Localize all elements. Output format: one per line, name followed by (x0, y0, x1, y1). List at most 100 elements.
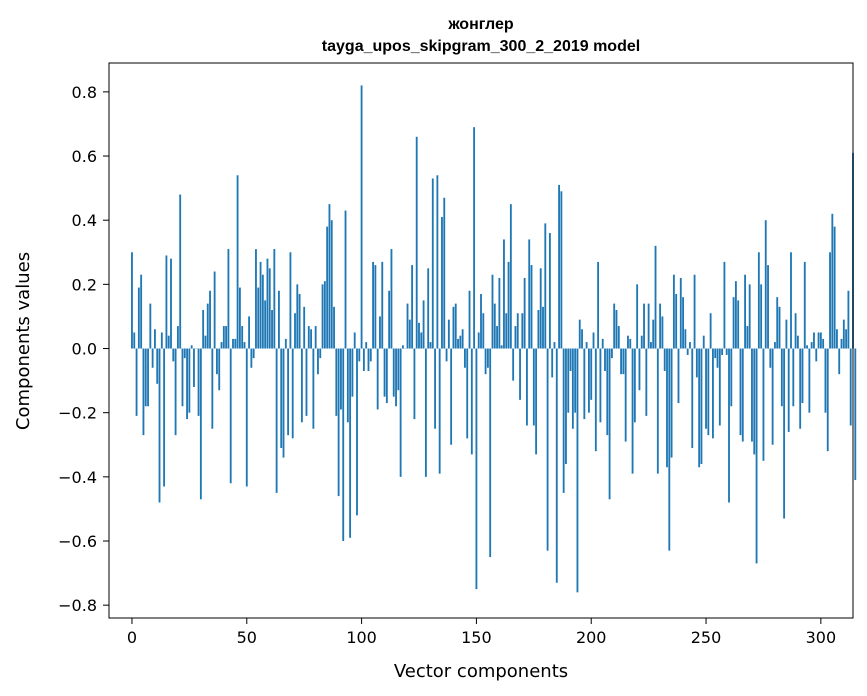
bar (539, 268, 542, 349)
bar (436, 175, 439, 349)
bar (617, 326, 620, 349)
bar (712, 348, 714, 439)
bar (780, 348, 783, 407)
bar (734, 281, 737, 349)
bar (482, 313, 485, 349)
bar (776, 297, 779, 349)
bar (395, 348, 397, 407)
bar (137, 287, 140, 349)
bar (764, 220, 767, 349)
bar (746, 326, 749, 349)
x-tick-label: 50 (237, 628, 257, 647)
bar (737, 300, 740, 349)
bar (296, 284, 299, 349)
bar (438, 348, 441, 474)
bar (321, 284, 324, 349)
bar (317, 348, 319, 375)
x-tick-label: 300 (806, 628, 837, 647)
bar (383, 348, 386, 397)
bar (450, 348, 453, 445)
bar (516, 313, 519, 349)
bar (521, 313, 524, 349)
bar (199, 348, 202, 500)
bar (652, 319, 655, 349)
bar (229, 348, 232, 484)
x-tick-label: 100 (346, 628, 377, 647)
bar (411, 265, 414, 349)
bar (319, 348, 322, 359)
bar (330, 220, 333, 349)
bar (413, 348, 416, 420)
bar (183, 348, 186, 359)
bar (594, 348, 597, 452)
bar (473, 127, 476, 349)
bar (693, 274, 696, 349)
bar (774, 342, 776, 349)
bar (480, 293, 482, 349)
bar (620, 348, 622, 375)
bar (836, 329, 838, 349)
bar (569, 348, 572, 371)
bar (372, 261, 374, 349)
bar (243, 342, 246, 349)
bar (741, 348, 744, 442)
bar (154, 329, 156, 349)
bar (672, 274, 675, 349)
bar (252, 348, 255, 359)
bar (484, 348, 487, 375)
bar (744, 274, 746, 349)
bar (813, 332, 815, 349)
bar (454, 303, 457, 349)
bar (608, 348, 611, 500)
bar (822, 338, 825, 349)
bar (360, 85, 363, 349)
bar (615, 310, 618, 349)
bar (376, 348, 379, 410)
bar (760, 284, 763, 349)
bar (748, 284, 751, 349)
x-tick-label: 150 (461, 628, 492, 647)
bar (700, 348, 703, 465)
bar (427, 268, 430, 349)
bar (225, 326, 228, 349)
bar (567, 348, 570, 413)
bar (477, 332, 480, 349)
bar (803, 261, 806, 349)
bar (597, 261, 600, 349)
bar (689, 342, 691, 349)
bar (666, 348, 668, 468)
bar (590, 348, 593, 400)
bar (815, 348, 818, 362)
bar (679, 277, 682, 349)
bar (588, 348, 590, 413)
bar (213, 271, 216, 349)
bar (806, 345, 808, 349)
bar (179, 194, 182, 349)
bar (785, 319, 788, 349)
bar (486, 348, 489, 368)
bar (633, 348, 636, 423)
bar (532, 348, 535, 426)
bar (280, 348, 283, 448)
bar (663, 348, 666, 371)
x-tick-label: 200 (576, 628, 607, 647)
bar (565, 348, 567, 465)
bar (714, 348, 717, 359)
bar (268, 268, 271, 349)
bar (716, 348, 719, 368)
bar (659, 303, 662, 349)
bar (211, 348, 214, 429)
bar (792, 348, 795, 407)
bar (206, 303, 209, 349)
bar (833, 226, 836, 349)
bar (461, 329, 464, 349)
y-tick-label: −0.6 (58, 532, 97, 551)
bar (555, 348, 558, 583)
bar (457, 338, 459, 349)
bar (431, 178, 434, 349)
bar (222, 326, 225, 349)
bar (312, 348, 315, 429)
bar (303, 306, 306, 349)
bar (819, 332, 822, 349)
